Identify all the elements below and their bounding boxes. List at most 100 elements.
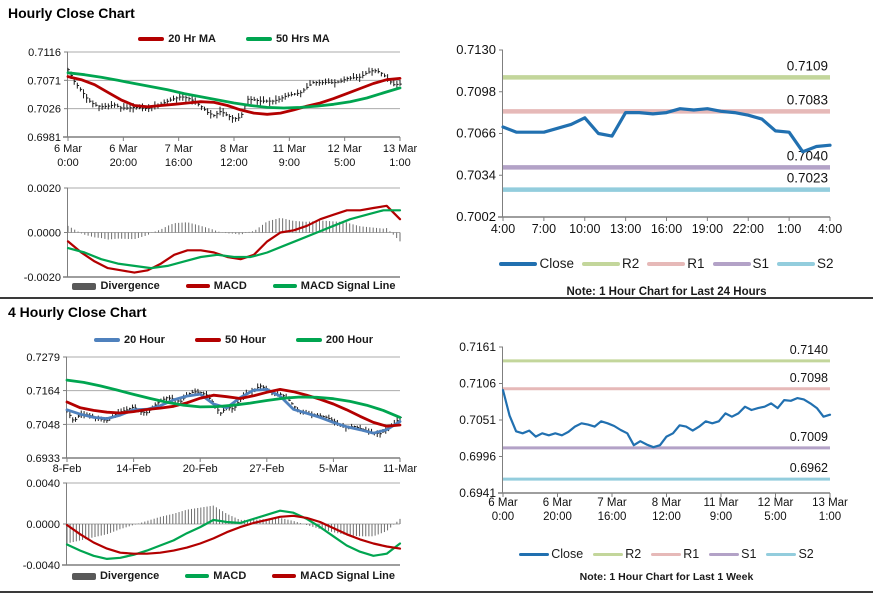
x-axis-tick-label: 13 Mar bbox=[383, 143, 418, 155]
y-axis-tick-label: 0.7106 bbox=[459, 377, 496, 391]
x-axis-tick-label: 8 Mar bbox=[220, 143, 248, 155]
y-axis-tick-label: 0.7116 bbox=[28, 47, 61, 59]
four-hourly-macd-legend: Divergence MACD MACD Signal Line bbox=[67, 570, 400, 582]
legend-item-r2: R2 bbox=[581, 256, 640, 271]
legend-item-s2: S2 bbox=[766, 547, 814, 561]
y-axis-tick-label: -0.0040 bbox=[23, 560, 60, 572]
legend-label: S1 bbox=[752, 256, 770, 271]
legend-line-swatch bbox=[777, 261, 816, 266]
y-axis-tick-label: 0.7164 bbox=[26, 386, 60, 398]
y-axis-tick-label: 0.7002 bbox=[456, 209, 496, 224]
y-axis-tick-label: 0.7034 bbox=[456, 167, 496, 182]
y-axis-tick-label: 0.7066 bbox=[456, 126, 496, 141]
y-axis-tick-label: 0.7279 bbox=[26, 352, 60, 364]
x-axis-tick-label: 0:00 bbox=[492, 511, 514, 523]
x-axis-tick-label: 1:00 bbox=[819, 511, 841, 523]
pivot-level-value-s2: 0.6962 bbox=[790, 461, 828, 475]
legend-item-close: Close bbox=[519, 547, 583, 561]
legend-item-20-hour: 20 Hour bbox=[93, 334, 165, 346]
y-axis-tick-label: 0.6981 bbox=[27, 132, 61, 144]
weekly-pivot-note: Note: 1 Hour Chart for Last 1 Week bbox=[579, 571, 754, 583]
x-axis-tick-label: 22:00 bbox=[733, 222, 764, 236]
legend-label: 50 Hrs MA bbox=[275, 33, 330, 45]
x-axis-tick-label: 20:00 bbox=[110, 157, 138, 169]
x-axis-tick-label: 7 Mar bbox=[597, 497, 627, 509]
legend-label: 20 Hour bbox=[123, 334, 165, 346]
legend-label: MACD bbox=[213, 280, 247, 292]
legend-label: Divergence bbox=[99, 570, 160, 582]
x-axis-tick-label: 20-Feb bbox=[183, 463, 218, 475]
y-axis-tick-label: 0.6941 bbox=[459, 486, 496, 500]
x-axis-tick-label: 10:00 bbox=[569, 222, 600, 236]
four-hourly-macd-chart: 0.0040 0.0000 -0.0040 bbox=[23, 478, 402, 572]
x-axis-tick-label: 8-Feb bbox=[53, 463, 82, 475]
x-axis-tick-label: 0:00 bbox=[57, 157, 78, 169]
x-axis-tick-label: 12 Mar bbox=[758, 497, 794, 509]
y-axis-tick-label: 0.7026 bbox=[27, 104, 61, 116]
legend-item-50-hrs-ma: 50 Hrs MA bbox=[245, 33, 330, 45]
section-divider bbox=[0, 297, 873, 299]
legend-label: MACD Signal Line bbox=[300, 280, 396, 292]
legend-item-r1: R1 bbox=[651, 547, 699, 561]
legend-line-swatch bbox=[185, 284, 210, 288]
legend-bar-swatch bbox=[71, 572, 96, 580]
y-axis-tick-label: 0.0020 bbox=[27, 183, 61, 195]
legend-line-swatch bbox=[185, 574, 210, 578]
legend-label: Close bbox=[539, 256, 574, 271]
x-axis-tick-label: 12:00 bbox=[652, 511, 681, 523]
legend-line-swatch bbox=[272, 284, 297, 288]
x-axis-tick-label: 5:00 bbox=[334, 157, 355, 169]
legend-label: R1 bbox=[683, 547, 700, 561]
x-axis-tick-label: 16:00 bbox=[165, 157, 193, 169]
y-axis-tick-label: 0.6996 bbox=[459, 450, 496, 464]
hourly-price-legend: 20 Hr MA 50 Hrs MA bbox=[68, 33, 400, 45]
legend-label: R2 bbox=[621, 256, 640, 271]
legend-item-s2: S2 bbox=[777, 256, 834, 271]
x-axis-tick-label: 11 Mar bbox=[273, 143, 307, 155]
legend-item-macd: MACD bbox=[185, 280, 247, 292]
x-axis-tick-label: 5:00 bbox=[764, 511, 786, 523]
x-axis-tick-label: 7:00 bbox=[532, 222, 556, 236]
x-axis-tick-label: 4:00 bbox=[818, 222, 842, 236]
legend-label: 200 Hour bbox=[325, 334, 373, 346]
hourly-macd-legend: Divergence MACD MACD Signal Line bbox=[68, 280, 400, 292]
legend-item-macd-signal-line: MACD Signal Line bbox=[272, 280, 396, 292]
legend-line-swatch bbox=[593, 552, 624, 556]
legend-label: R2 bbox=[625, 547, 642, 561]
weekly-pivot-legend: Close R2 R1 S1 S2 bbox=[503, 547, 830, 561]
legend-label: R1 bbox=[687, 256, 705, 271]
pivot-level-value-r2: 0.7109 bbox=[787, 58, 828, 73]
legend-line-swatch bbox=[581, 261, 620, 266]
legend-item-r2: R2 bbox=[593, 547, 641, 561]
pivot-level-value-s2: 0.7023 bbox=[787, 171, 828, 186]
legend-label: MACD bbox=[213, 570, 247, 582]
pivot-level-value-r2: 0.7140 bbox=[790, 343, 828, 357]
legend-label: 50 Hour bbox=[224, 334, 266, 346]
y-axis-tick-label: 0.0000 bbox=[26, 519, 60, 531]
x-axis-tick-label: 8 Mar bbox=[652, 497, 682, 509]
legend-line-swatch bbox=[499, 261, 538, 266]
legend-item-200-hour: 200 Hour bbox=[295, 334, 373, 346]
x-axis-tick-label: 6 Mar bbox=[109, 143, 137, 155]
x-axis-tick-label: 1:00 bbox=[389, 157, 410, 169]
y-axis-tick-label: 0.7098 bbox=[456, 84, 496, 99]
x-axis-tick-label: 20:00 bbox=[543, 511, 572, 523]
legend-item-macd: MACD bbox=[185, 570, 246, 582]
four-hourly-chart-title: 4 Hourly Close Chart bbox=[8, 304, 147, 320]
legend-line-swatch bbox=[712, 261, 751, 266]
x-axis-tick-label: 11 Mar bbox=[704, 497, 739, 509]
legend-label: 20 Hr MA bbox=[168, 33, 216, 45]
hourly-chart-title: Hourly Close Chart bbox=[8, 5, 135, 21]
legend-label: S1 bbox=[741, 547, 757, 561]
legend-item-20-hr-ma: 20 Hr MA bbox=[138, 33, 216, 45]
legend-label: S2 bbox=[817, 256, 834, 271]
x-axis-tick-label: 16:00 bbox=[598, 511, 627, 523]
legend-line-swatch bbox=[709, 552, 740, 556]
x-axis-tick-label: 5-Mar bbox=[319, 463, 348, 475]
legend-item-r1: R1 bbox=[647, 256, 705, 271]
legend-line-swatch bbox=[93, 337, 120, 343]
